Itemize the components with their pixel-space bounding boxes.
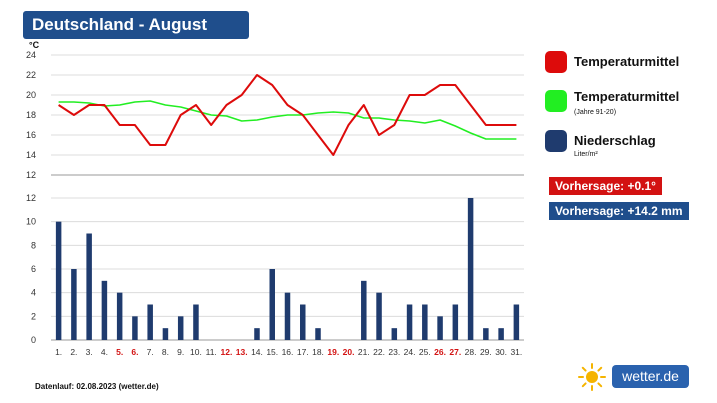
day-label: 12. bbox=[221, 347, 233, 357]
precipitation-bar bbox=[269, 269, 275, 340]
temperature-mean-line bbox=[58, 74, 517, 156]
precipitation-bar bbox=[101, 280, 108, 340]
legend-label-precipitation: Niederschlag bbox=[574, 133, 656, 148]
day-label: 5. bbox=[116, 347, 123, 357]
precipitation-bars bbox=[55, 198, 520, 340]
precipitation-tick-labels: 0 2 4 6 8 10 12 bbox=[26, 193, 36, 345]
precipitation-bar bbox=[284, 292, 291, 340]
legend-sub-precipitation: Liter/m² bbox=[574, 151, 598, 158]
precipitation-bar bbox=[376, 292, 382, 340]
day-label: 19. bbox=[327, 347, 339, 357]
day-label: 11. bbox=[206, 347, 217, 357]
day-label: 18. bbox=[312, 347, 324, 357]
precipitation-tick-label: 8 bbox=[31, 240, 36, 250]
precipitation-bar bbox=[300, 304, 306, 340]
precipitation-bar bbox=[513, 304, 520, 340]
legend-sub-climate: (Jahre 91-20) bbox=[574, 109, 617, 116]
precipitation-bar bbox=[132, 316, 138, 340]
sun-icon bbox=[578, 363, 606, 391]
temperature-tick-label: 14 bbox=[26, 150, 36, 160]
day-label: 13. bbox=[236, 347, 248, 357]
precipitation-tick-label: 10 bbox=[26, 217, 36, 227]
precipitation-bar bbox=[361, 280, 367, 340]
precipitation-bar bbox=[422, 304, 428, 340]
precipitation-bar bbox=[315, 328, 321, 340]
forecast-precipitation-badge: Vorhersage: +14.2 mm bbox=[549, 202, 689, 220]
precipitation-bar bbox=[437, 316, 443, 340]
day-label: 29. bbox=[480, 347, 492, 357]
temperature-tick-labels: 12 14 16 18 20 22 24 bbox=[26, 50, 36, 180]
day-label: 24. bbox=[404, 347, 416, 357]
precipitation-bar bbox=[498, 328, 504, 340]
day-label: 23. bbox=[388, 347, 400, 357]
precipitation-bar bbox=[162, 328, 169, 340]
day-labels: 1. 2. 3. 4. 5. 6. 7. 8. 9. 10. 11. 12. 13. 14. 15. 16. 1… bbox=[55, 347, 522, 357]
day-label: 14. bbox=[251, 347, 263, 357]
temperature-tick-label: 20 bbox=[26, 90, 36, 100]
day-label: 27. bbox=[449, 347, 461, 357]
temperature-tick-label: 22 bbox=[26, 70, 36, 80]
day-label: 25. bbox=[419, 347, 431, 357]
wetter-de-logo: wetter.de bbox=[612, 365, 689, 388]
day-label: 26. bbox=[434, 347, 446, 357]
precipitation-tick-label: 2 bbox=[31, 311, 36, 321]
legend-swatch-temperature bbox=[545, 51, 567, 73]
temperature-tick-label: 18 bbox=[26, 110, 36, 120]
legend-swatch-precipitation bbox=[545, 130, 567, 152]
precipitation-bar bbox=[71, 269, 77, 340]
day-label: 16. bbox=[282, 347, 294, 357]
precipitation-tick-label: 12 bbox=[26, 193, 36, 203]
temperature-lines bbox=[58, 74, 517, 156]
climate-mean-line bbox=[58, 100, 517, 140]
legend-label-temperature: Temperaturmittel bbox=[574, 54, 680, 69]
precipitation-bar bbox=[147, 304, 153, 340]
day-label: 30. bbox=[495, 347, 507, 357]
day-label: 2. bbox=[70, 347, 77, 357]
day-label: 3. bbox=[86, 347, 93, 357]
legend-swatch-climate bbox=[545, 90, 567, 112]
precipitation-bar bbox=[406, 304, 413, 340]
day-label: 10. bbox=[190, 347, 202, 357]
temperature-tick-label: 12 bbox=[26, 170, 36, 180]
precipitation-tick-label: 0 bbox=[31, 335, 36, 345]
precipitation-bar bbox=[452, 304, 459, 340]
day-label: 8. bbox=[162, 347, 169, 357]
day-label: 20. bbox=[343, 347, 355, 357]
temperature-tick-label: 16 bbox=[26, 130, 36, 140]
day-label: 21. bbox=[358, 347, 370, 357]
page-title: Deutschland - August bbox=[23, 11, 249, 39]
precipitation-bar bbox=[391, 328, 398, 340]
precipitation-bar bbox=[467, 198, 474, 340]
precipitation-bar bbox=[116, 292, 123, 340]
temperature-gridlines bbox=[51, 54, 524, 176]
forecast-temperature-badge: Vorhersage: +0.1° bbox=[549, 177, 662, 195]
day-label: 31. bbox=[510, 347, 522, 357]
day-label: 9. bbox=[177, 347, 184, 357]
day-label: 6. bbox=[131, 347, 138, 357]
temperature-tick-label: 24 bbox=[26, 50, 36, 60]
precipitation-bar bbox=[177, 316, 184, 340]
precipitation-bar bbox=[86, 233, 92, 340]
data-run-footer: Datenlauf: 02.08.2023 (wetter.de) bbox=[35, 382, 159, 391]
day-label: 22. bbox=[373, 347, 385, 357]
day-label: 7. bbox=[147, 347, 154, 357]
day-label: 17. bbox=[297, 347, 309, 357]
precipitation-tick-label: 4 bbox=[31, 288, 36, 298]
day-label: 15. bbox=[266, 347, 278, 357]
precipitation-bar bbox=[483, 328, 489, 340]
precipitation-bar bbox=[193, 304, 199, 340]
day-label: 4. bbox=[101, 347, 108, 357]
precipitation-bar bbox=[254, 328, 260, 340]
unit-label: °C bbox=[29, 40, 40, 50]
day-label: 28. bbox=[465, 347, 477, 357]
precipitation-tick-label: 6 bbox=[31, 264, 36, 274]
day-label: 1. bbox=[55, 347, 62, 357]
precipitation-bar bbox=[55, 221, 62, 340]
legend-label-climate: Temperaturmittel bbox=[574, 89, 680, 104]
